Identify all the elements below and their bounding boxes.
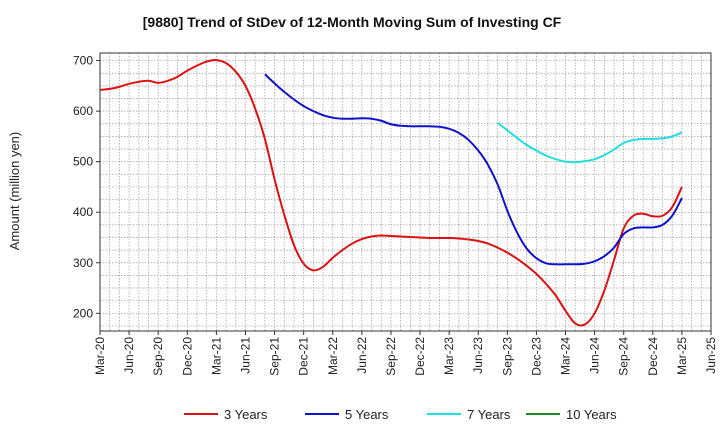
- x-tick-label: Dec-22: [413, 337, 427, 376]
- x-tick-label: Sep-20: [151, 337, 165, 376]
- plot-area: 200 300 400 500 600 700 Mar-20 Jun-20 Sep-20 Dec-…: [73, 52, 718, 376]
- series-line-3-years: [99, 59, 683, 327]
- y-tick-label: 200: [73, 306, 93, 320]
- legend: 3 Years 5 Years 7 Years 10 Years: [184, 407, 617, 422]
- x-tick-label: Sep-22: [384, 337, 398, 376]
- x-tick-label: Jun-21: [238, 337, 252, 374]
- x-tick-label: Mar-23: [442, 337, 456, 375]
- x-tick-label: Dec-21: [297, 337, 311, 376]
- y-tick-label: 400: [73, 205, 93, 219]
- x-tick-label: Jun-20: [122, 337, 136, 374]
- series-line-5-years: [264, 73, 683, 266]
- x-tick-label: Dec-23: [529, 337, 543, 376]
- legend-label: 5 Years: [345, 407, 389, 422]
- x-tick-label: Dec-24: [646, 337, 660, 376]
- series-line-7-years: [497, 121, 683, 164]
- x-tick-label: Sep-24: [617, 337, 631, 376]
- x-tick-label: Jun-23: [471, 337, 485, 374]
- y-tick-label: 700: [73, 54, 93, 68]
- legend-label: 7 Years: [467, 407, 511, 422]
- legend-label: 10 Years: [566, 407, 617, 422]
- plot-frame: [99, 52, 712, 332]
- x-tick-label: Mar-20: [93, 337, 107, 375]
- x-tick-label: Jun-24: [588, 337, 602, 374]
- x-tick-label: Sep-21: [268, 337, 282, 376]
- y-tick-label: 500: [73, 155, 93, 169]
- y-axis-label: Amount (million yen): [7, 132, 22, 251]
- y-tick-label: 600: [73, 104, 93, 118]
- x-tick-label: Sep-23: [500, 337, 514, 376]
- x-tick-label: Mar-22: [326, 337, 340, 375]
- chart-title: [9880] Trend of StDev of 12-Month Moving…: [143, 14, 562, 30]
- legend-label: 3 Years: [224, 407, 268, 422]
- x-tick-label: Mar-25: [675, 337, 689, 375]
- x-tick-label: Mar-21: [209, 337, 223, 375]
- x-tick-label: Jun-22: [355, 337, 369, 374]
- y-tick-label: 300: [73, 256, 93, 270]
- x-tick-label: Dec-20: [180, 337, 194, 376]
- x-tick-label: Jun-25: [704, 337, 718, 374]
- x-tick-label: Mar-24: [559, 337, 573, 375]
